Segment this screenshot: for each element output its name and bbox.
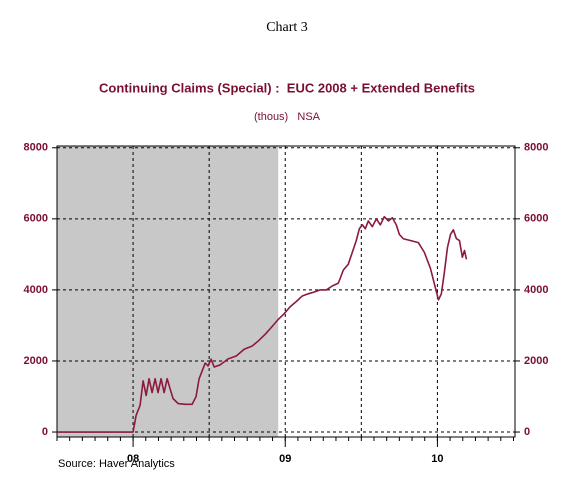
shaded-region (57, 146, 279, 437)
x-tick-label: 10 (431, 453, 443, 465)
y-tick-label: 0 (42, 426, 48, 438)
data-line (57, 215, 468, 433)
y-tick-label: 4000 (524, 284, 548, 296)
chart-heading: Chart 3 (266, 20, 308, 35)
y-tick-label: 6000 (524, 213, 548, 225)
x-tick-label: 09 (279, 453, 291, 465)
y-tick-label: 2000 (24, 355, 48, 367)
y-tick-label: 8000 (24, 142, 48, 154)
chart-title: Continuing Claims (Special) : EUC 2008 +… (99, 80, 475, 95)
y-tick-label: 4000 (24, 284, 48, 296)
y-tick-label: 2000 (524, 355, 548, 367)
source: Source: Haver Analytics (58, 458, 175, 470)
chart-subtitle: (thous) NSA (254, 111, 321, 123)
plot-frame (56, 145, 516, 438)
y-tick-label: 6000 (24, 213, 48, 225)
y-tick-label: 0 (524, 426, 530, 438)
x-tick-label: 08 (127, 453, 139, 465)
y-tick-label: 8000 (524, 142, 548, 154)
